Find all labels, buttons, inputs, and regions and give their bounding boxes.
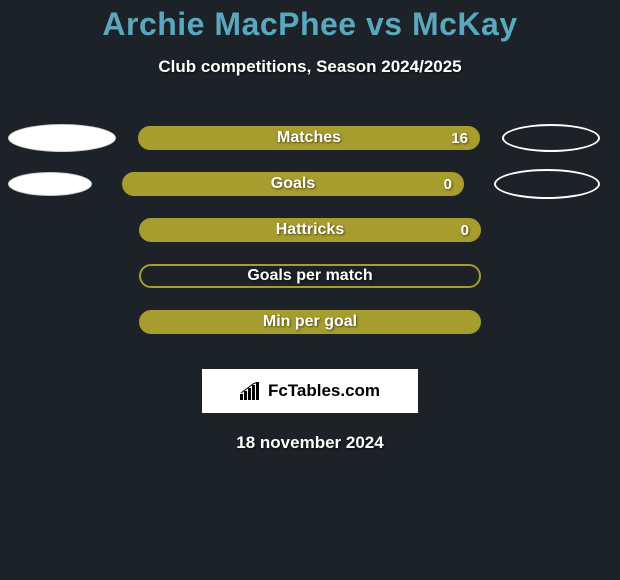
stats-section: Matches 16 Goals 0 Hattricks 0 Goal — [0, 115, 620, 345]
stat-pill: Hattricks 0 — [139, 218, 481, 242]
stat-row-hattricks: Hattricks 0 — [0, 207, 620, 253]
page-subtitle: Club competitions, Season 2024/2025 — [0, 57, 620, 77]
footer-date: 18 november 2024 — [0, 433, 620, 453]
stat-row-mpg: Min per goal — [0, 299, 620, 345]
stat-pill: Matches 16 — [138, 126, 480, 150]
stat-pill: Goals per match — [139, 264, 481, 288]
comparison-card: Archie MacPhee vs McKay Club competition… — [0, 0, 620, 580]
source-badge-text: FcTables.com — [268, 381, 380, 401]
page-title: Archie MacPhee vs McKay — [0, 0, 620, 43]
stat-label: Goals — [271, 175, 315, 193]
stat-row-matches: Matches 16 — [0, 115, 620, 161]
right-ellipse — [494, 169, 600, 199]
stat-row-goals: Goals 0 — [0, 161, 620, 207]
stat-row-gpm: Goals per match — [0, 253, 620, 299]
stat-value-right: 16 — [451, 130, 468, 147]
stat-value-right: 0 — [444, 176, 452, 193]
source-badge: FcTables.com — [202, 369, 418, 413]
bars-icon — [240, 382, 262, 400]
stat-label: Min per goal — [263, 313, 357, 331]
stat-pill: Goals 0 — [122, 172, 464, 196]
left-ellipse — [8, 124, 116, 152]
stat-label: Matches — [277, 129, 341, 147]
left-ellipse — [8, 172, 92, 196]
right-ellipse — [502, 124, 600, 152]
stat-label: Goals per match — [247, 267, 372, 285]
stat-value-right: 0 — [461, 222, 469, 239]
stat-label: Hattricks — [276, 221, 344, 239]
stat-pill: Min per goal — [139, 310, 481, 334]
